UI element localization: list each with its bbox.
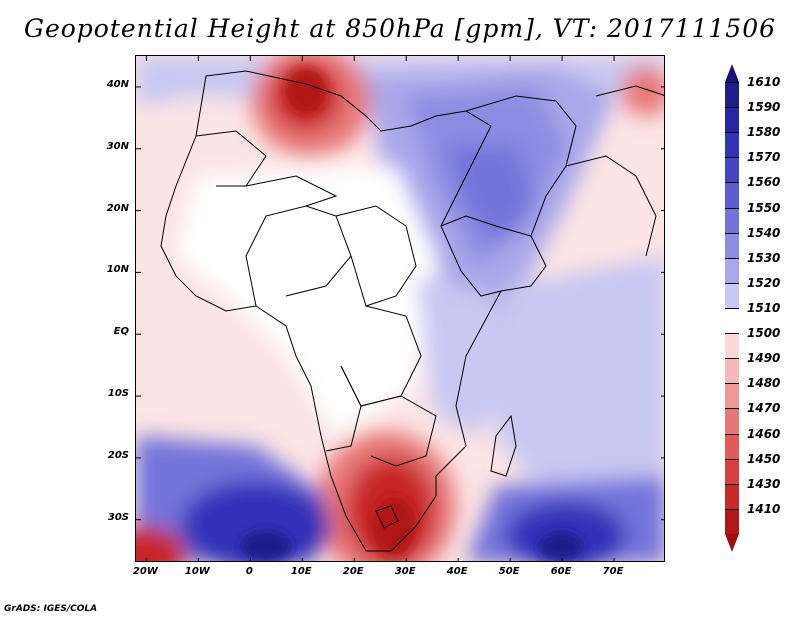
colorbar-cell [725,383,739,409]
colorbar-label: 1500 [747,326,781,341]
lon-label: 70E [602,566,624,577]
lat-label: 10S [107,388,129,400]
lon-label: 10E [290,566,312,577]
colorbar-label: 1480 [747,376,781,391]
colorbar-label: 1560 [747,175,781,190]
colorbar-cell [725,182,739,208]
colorbar-cell [725,232,739,258]
lon-label: 60E [550,566,572,577]
colorbar-label: 1550 [747,200,781,215]
colorbar-label: 1410 [747,501,781,516]
colorbar-cell [725,458,739,484]
colorbar-label: 1530 [747,250,781,265]
colorbar-cell [725,308,739,334]
colorbar-cell [725,132,739,158]
colorbar-label: 1540 [747,225,781,240]
lat-label: 40N [106,78,129,90]
lon-label: 50E [498,566,520,577]
lat-label: 20N [106,202,129,214]
lon-label: 20W [132,566,158,577]
colorbar-top-triangle [725,64,739,82]
map-canvas [136,56,664,561]
graticule [136,56,664,561]
colorbar-label: 1470 [747,401,781,416]
lat-label: 30N [106,140,129,152]
map-title: Geopotential Height at 850hPa [gpm], VT:… [23,14,777,43]
colorbar-cell [725,282,739,308]
colorbar-cell [725,82,739,108]
colorbar-label: 1490 [747,351,781,366]
lon-label: 20E [342,566,364,577]
lon-label: 40E [446,566,468,577]
colorbar-cell [725,483,739,509]
colorbar-cell [725,257,739,283]
colorbar-label: 1460 [747,426,781,441]
colorbar-label: 1430 [747,476,781,491]
colorbar-label: 1590 [747,100,781,115]
map-plot-area [135,55,665,562]
lat-label: 20S [107,449,129,461]
colorbar-cell [725,358,739,384]
colorbar-cell [725,157,739,183]
colorbar [725,64,739,552]
lon-label: 10W [184,566,210,577]
height-field-cores [241,69,583,561]
colorbar-bottom-triangle [725,534,739,552]
colorbar-cell [725,207,739,233]
colorbar-cell [725,508,739,534]
colorbar-label: 1510 [747,301,781,315]
colorbar-cell [725,433,739,459]
lon-label: 30E [394,566,416,577]
lon-label: 0 [245,566,253,577]
colorbar-label: 1520 [747,275,781,290]
colorbar-label: 1570 [747,150,781,165]
lat-label: 30S [107,511,129,523]
colorbar-label: 1580 [747,125,781,140]
colorbar-cell [725,408,739,434]
lat-label: EQ [113,326,129,338]
height-field-shading [136,56,664,561]
colorbar-cell [725,333,739,359]
lat-label: 10N [106,264,129,276]
colorbar-cell [725,107,739,133]
grads-credit: GrADS: IGES/COLA [4,604,98,614]
colorbar-label: 1450 [747,451,781,466]
coastlines [160,70,664,552]
colorbar-label: 1610 [747,75,781,89]
